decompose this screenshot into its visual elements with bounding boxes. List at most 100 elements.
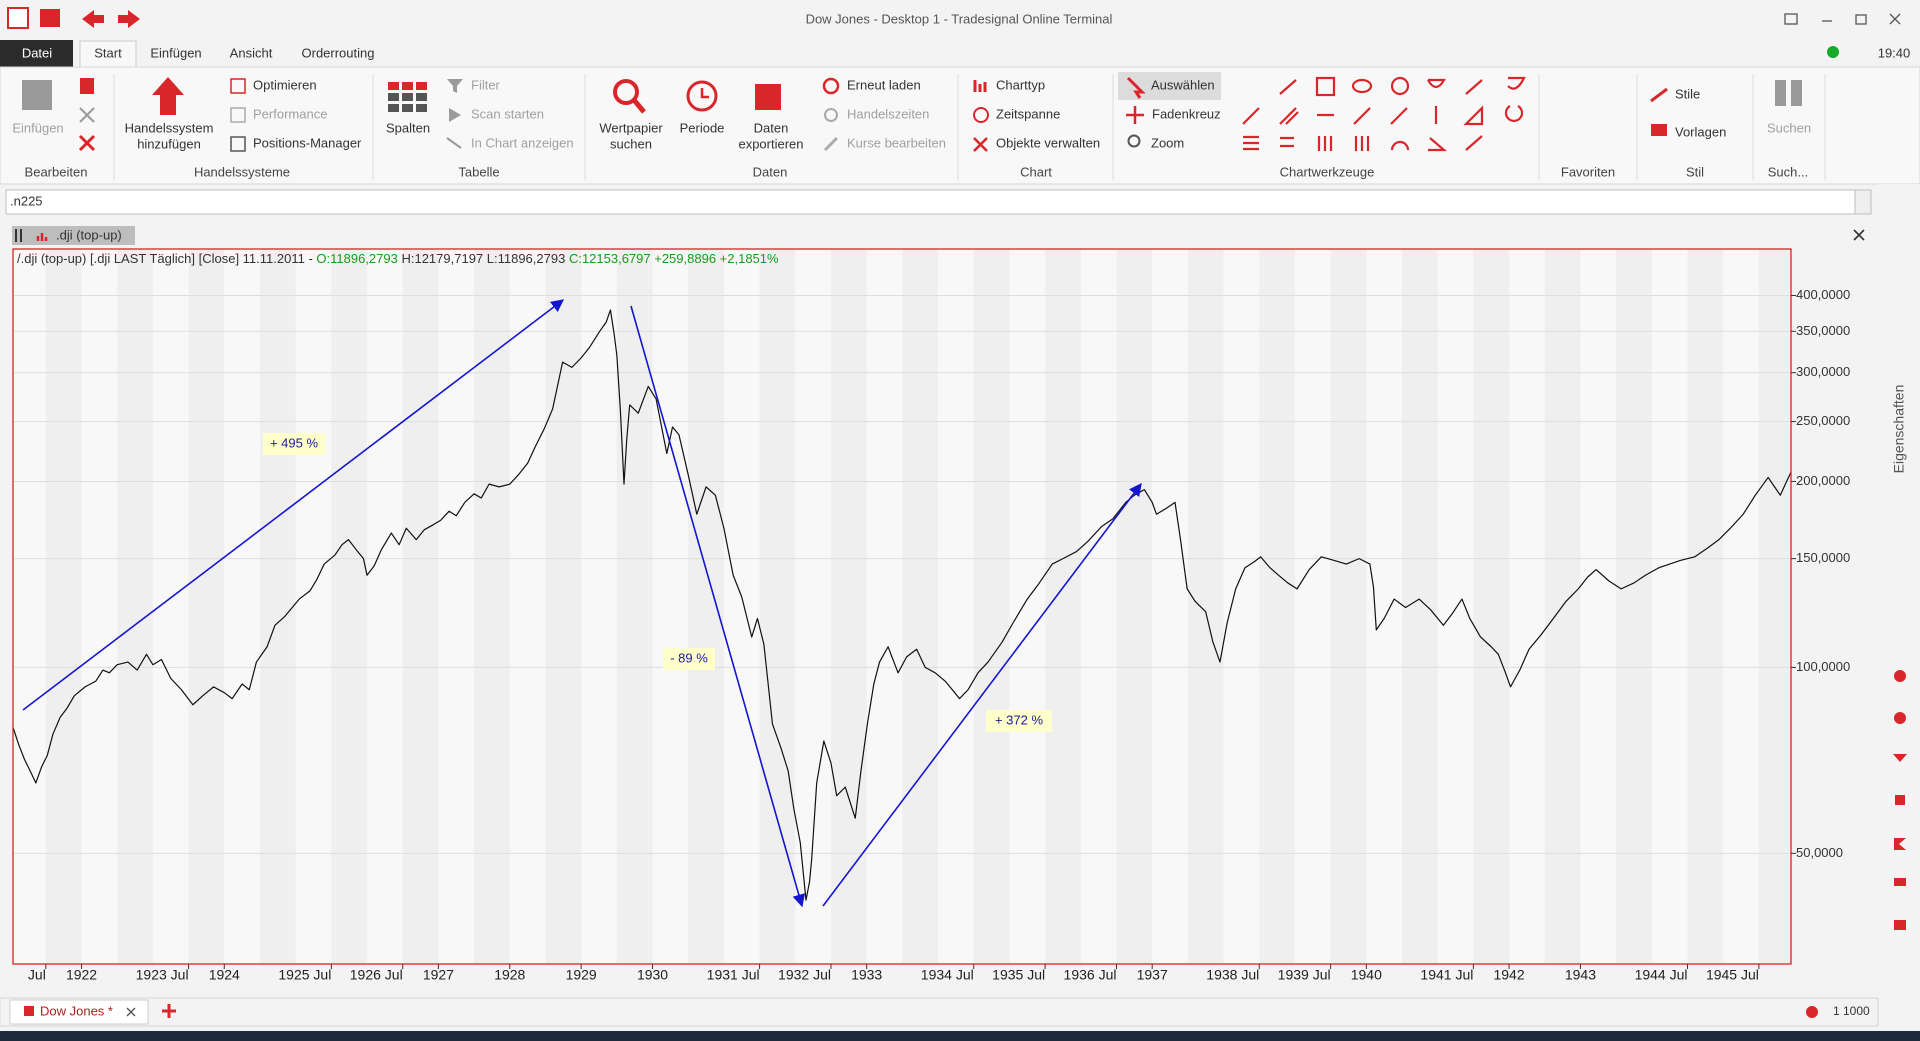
x-tick-label: 1926 Jul [350,967,403,983]
button-label[interactable]: Scan starten [471,106,544,121]
icon [973,107,989,123]
button-label[interactable]: Handelszeiten [847,106,929,121]
group-label: Chartwerkzeuge [1280,164,1375,179]
icon [1126,76,1146,99]
button-label[interactable]: Zoom [1151,135,1184,150]
symbol-input[interactable] [5,189,1856,215]
x-tick-label: 1944 Jul [1635,967,1688,983]
window-title: Dow Jones - Desktop 1 - Tradesignal Onli… [806,11,1113,26]
alert-icon [1806,1006,1818,1018]
menu-tab[interactable]: Ansicht [230,45,273,60]
paste-icon[interactable] [22,80,52,110]
button-label[interactable]: Filter [471,77,501,92]
add-tab[interactable] [162,1004,176,1018]
x-tick-label: 1940 [1351,967,1382,983]
group-label: Tabelle [458,164,499,179]
y-tick-label: 50,0000 [1796,845,1843,860]
group-label: Handelssysteme [194,164,290,179]
search-icon[interactable] [613,79,639,105]
icon [1650,87,1668,103]
button-label[interactable]: Wertpapier [599,120,663,135]
save-icon[interactable] [40,9,60,27]
stripe [973,249,1010,964]
button-label[interactable]: suchen [610,136,652,151]
title-bar [0,0,1920,40]
x-tick-label: 1933 [851,967,882,983]
y-tick-label: 250,0000 [1796,413,1850,428]
button-label[interactable]: Charttyp [996,77,1045,92]
menu-tab[interactable]: Orderrouting [302,45,375,60]
period-icon[interactable] [686,80,718,112]
y-tick-label: 400,0000 [1796,287,1850,302]
button-label[interactable]: Auswählen [1151,77,1215,92]
app-icon[interactable] [7,7,29,29]
copy-icon[interactable] [80,78,94,94]
icon [447,79,463,93]
sidebar-title[interactable]: Eigenschaften [1891,385,1907,474]
columns-icon[interactable] [388,82,427,112]
button-label[interactable]: exportieren [738,136,803,151]
button-label[interactable]: In Chart anzeigen [471,135,574,150]
menu-tab[interactable]: Start [94,45,122,60]
icon [823,136,839,152]
back-icon[interactable] [82,10,104,28]
export-icon[interactable] [755,84,781,110]
y-tick-label: 100,0000 [1796,659,1850,674]
delete-icon[interactable] [78,134,96,152]
cut-icon[interactable] [79,107,95,123]
button-label[interactable]: Zeitspanne [996,106,1060,121]
document-tab-label[interactable]: Dow Jones * [40,1003,113,1018]
button-label[interactable]: Positions-Manager [253,135,362,150]
button-label[interactable]: Periode [680,120,725,135]
x-tick-label: 1931 Jul [707,967,760,983]
button-label[interactable]: Vorlagen [1675,124,1726,139]
forward-icon[interactable] [118,10,140,28]
button-label[interactable]: Stile [1675,86,1700,101]
annotation: - 89 % [670,650,708,665]
stripe [474,249,510,964]
stripe [616,249,653,964]
annotation-box [663,648,715,670]
button-label[interactable]: hinzufügen [137,136,201,151]
button-label[interactable]: Daten [754,120,789,135]
button-label[interactable]: Kurse bearbeiten [847,135,946,150]
button-label[interactable]: Optimieren [253,77,317,92]
icon [1651,124,1667,136]
icon [973,80,987,92]
button-label[interactable]: Objekte verwalten [996,135,1100,150]
header-part: H:12179,7197 L:11896,2793 [401,251,568,266]
binoculars-icon[interactable] [1775,80,1786,106]
symbol-text[interactable]: .n225 [10,193,43,208]
sidebar-icons[interactable] [1893,670,1907,930]
dropdown-button[interactable] [1854,189,1872,215]
button-label[interactable]: Spalten [386,120,430,135]
system-icon[interactable] [152,77,184,115]
chart-tab-label[interactable]: .dji (top-up) [56,227,122,242]
x-tick-label: 1942 [1493,967,1524,983]
active-tab[interactable] [79,40,137,67]
button-label[interactable]: Fadenkreuz [1152,106,1221,121]
window-controls[interactable] [1784,13,1901,25]
x-tick-label: 1937 [1137,967,1168,983]
y-tick-label: 350,0000 [1796,323,1850,338]
drawing-tools[interactable] [1242,76,1526,152]
document-tabs [0,997,1879,1027]
menu-tab[interactable]: Einfügen [150,45,201,60]
close-chart[interactable] [1853,229,1865,241]
x-tick-label: 1929 [566,967,597,983]
annotation: + 372 % [995,712,1044,727]
group-label: Bearbeiten [25,164,88,179]
button-label[interactable]: Erneut laden [847,77,921,92]
annotation: + 495 % [270,435,319,450]
button-label[interactable]: Handelssystem [125,120,214,135]
button-label[interactable]: Performance [253,106,327,121]
stripe [331,249,368,964]
file-tab[interactable] [0,40,73,67]
button-label[interactable]: Suchen [1767,120,1811,135]
close-tab[interactable] [126,1007,136,1017]
icon [1126,106,1144,124]
button-label[interactable]: Einfügen [12,120,63,135]
chart-header: /.dji (top-up) [.dji LAST Täglich] [Clos… [17,251,779,266]
menu-tab[interactable]: Datei [22,45,52,60]
